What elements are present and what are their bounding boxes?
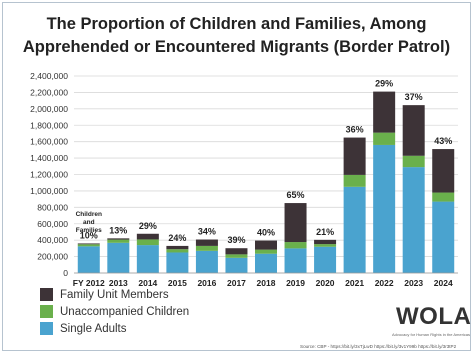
y-tick-label: 800,000 [37,202,68,212]
percent-label: 29% [139,221,157,231]
x-tick-label: 2018 [257,278,276,288]
bar-segment-family-unit-members [166,245,189,250]
x-tick-label: 2019 [286,278,305,288]
legend-swatch-family [40,288,53,301]
x-tick-label: 2020 [316,278,335,288]
bar-segment-unaccompanied-children [343,174,366,187]
y-tick-label: 1,200,000 [30,170,68,180]
bar-segment-family-unit-members [136,233,159,240]
percent-label: 24% [168,233,186,243]
y-tick-label: 400,000 [37,235,68,245]
percent-label: 37% [405,92,423,102]
bar-segment-family-unit-members [373,91,396,133]
bar-segment-family-unit-members [314,239,337,245]
y-tick-label: 2,400,000 [30,71,68,81]
bar-segment-unaccompanied-children [432,192,455,202]
wola-logo: WOLA [396,303,472,330]
legend: Family Unit Members Unaccompanied Childr… [40,286,189,337]
legend-swatch-single [40,322,53,335]
bar-segment-family-unit-members [255,240,277,250]
percent-label: 10% [80,230,98,240]
bar-segment-single-adults [77,246,100,273]
bar-segment-unaccompanied-children [77,244,100,247]
bar-segment-family-unit-members [402,105,425,156]
bar-segment-family-unit-members [77,243,100,245]
y-tick-label: 200,000 [37,252,68,262]
y-tick-label: 600,000 [37,219,68,229]
y-tick-label: 1,400,000 [30,153,68,163]
y-tick-label: 2,200,000 [30,87,68,97]
bar-segment-unaccompanied-children [402,155,425,168]
y-tick-label: 2,000,000 [30,104,68,114]
x-tick-label: 2021 [345,278,364,288]
bar-segment-unaccompanied-children [284,242,307,249]
legend-item-unaccompanied: Unaccompanied Children [40,303,189,320]
legend-label-family: Family Unit Members [60,288,169,301]
annotation-children-families: Children and Families [76,211,103,234]
y-tick-label: 0 [63,268,68,278]
x-tick-label: 2015 [168,278,187,288]
bar-segment-single-adults [373,144,396,273]
bar-segment-unaccompanied-children [255,249,277,254]
x-tick-label: FY 2012 [73,278,105,288]
bar-segment-family-unit-members [432,149,455,193]
bar-segment-single-adults [136,245,159,273]
percent-label: 13% [109,225,127,235]
legend-item-family: Family Unit Members [40,286,189,303]
x-tick-label: 2014 [138,278,157,288]
bar-segment-family-unit-members [195,239,218,246]
bar-segment-unaccompanied-children [166,249,189,253]
bar-segment-single-adults [225,257,248,273]
bar-segment-single-adults [432,201,455,273]
bar-segment-unaccompanied-children [373,132,396,145]
percent-label: 21% [316,227,334,237]
percent-label: 34% [198,227,216,237]
bar-segment-family-unit-members [225,248,248,255]
bar-segment-single-adults [284,248,307,273]
bar-segment-family-unit-members [107,238,130,240]
legend-label-unaccompanied: Unaccompanied Children [60,305,190,318]
bar-segment-family-unit-members [284,203,307,243]
percent-label: 43% [434,136,452,146]
x-tick-label: 2022 [375,278,394,288]
legend-item-single: Single Adults [40,320,189,337]
y-tick-label: 1,000,000 [30,186,68,196]
bar-segment-unaccompanied-children [195,245,218,251]
legend-swatch-unaccompanied [40,305,53,318]
y-tick-label: 1,600,000 [30,137,68,147]
percent-label: 29% [375,79,393,89]
bar-segment-single-adults [255,253,277,273]
bar-segment-unaccompanied-children [136,239,159,246]
x-tick-label: 2017 [227,278,246,288]
wola-tagline: Advocacy for Human Rights in the America… [392,332,471,337]
y-tick-label: 1,800,000 [30,120,68,130]
bar-segment-unaccompanied-children [107,239,130,243]
bar-segment-single-adults [166,252,189,273]
bar-segment-unaccompanied-children [314,244,337,247]
percent-label: 65% [287,190,305,200]
bar-segment-single-adults [195,250,218,273]
legend-label-single: Single Adults [60,322,127,335]
chart-title-line2: Apprehended or Encountered Migrants (Bor… [22,38,451,56]
bar-segment-single-adults [107,242,130,273]
bar-segment-single-adults [343,186,366,273]
bar-segment-unaccompanied-children [225,254,248,258]
bar-segment-single-adults [314,246,337,273]
chart-title-line1: The Proportion of Children and Families,… [46,15,427,33]
percent-label: 40% [257,228,275,238]
x-tick-label: 2024 [434,278,453,288]
x-tick-label: 2013 [109,278,128,288]
bar-segment-family-unit-members [343,137,366,175]
bar-segment-single-adults [402,167,425,273]
percent-label: 36% [346,125,364,135]
x-tick-label: 2023 [404,278,423,288]
source-note: Source: CBP - https://bit.ly/3xTjLwD htt… [300,344,457,349]
percent-label: 39% [227,235,245,245]
x-tick-label: 2016 [197,278,216,288]
